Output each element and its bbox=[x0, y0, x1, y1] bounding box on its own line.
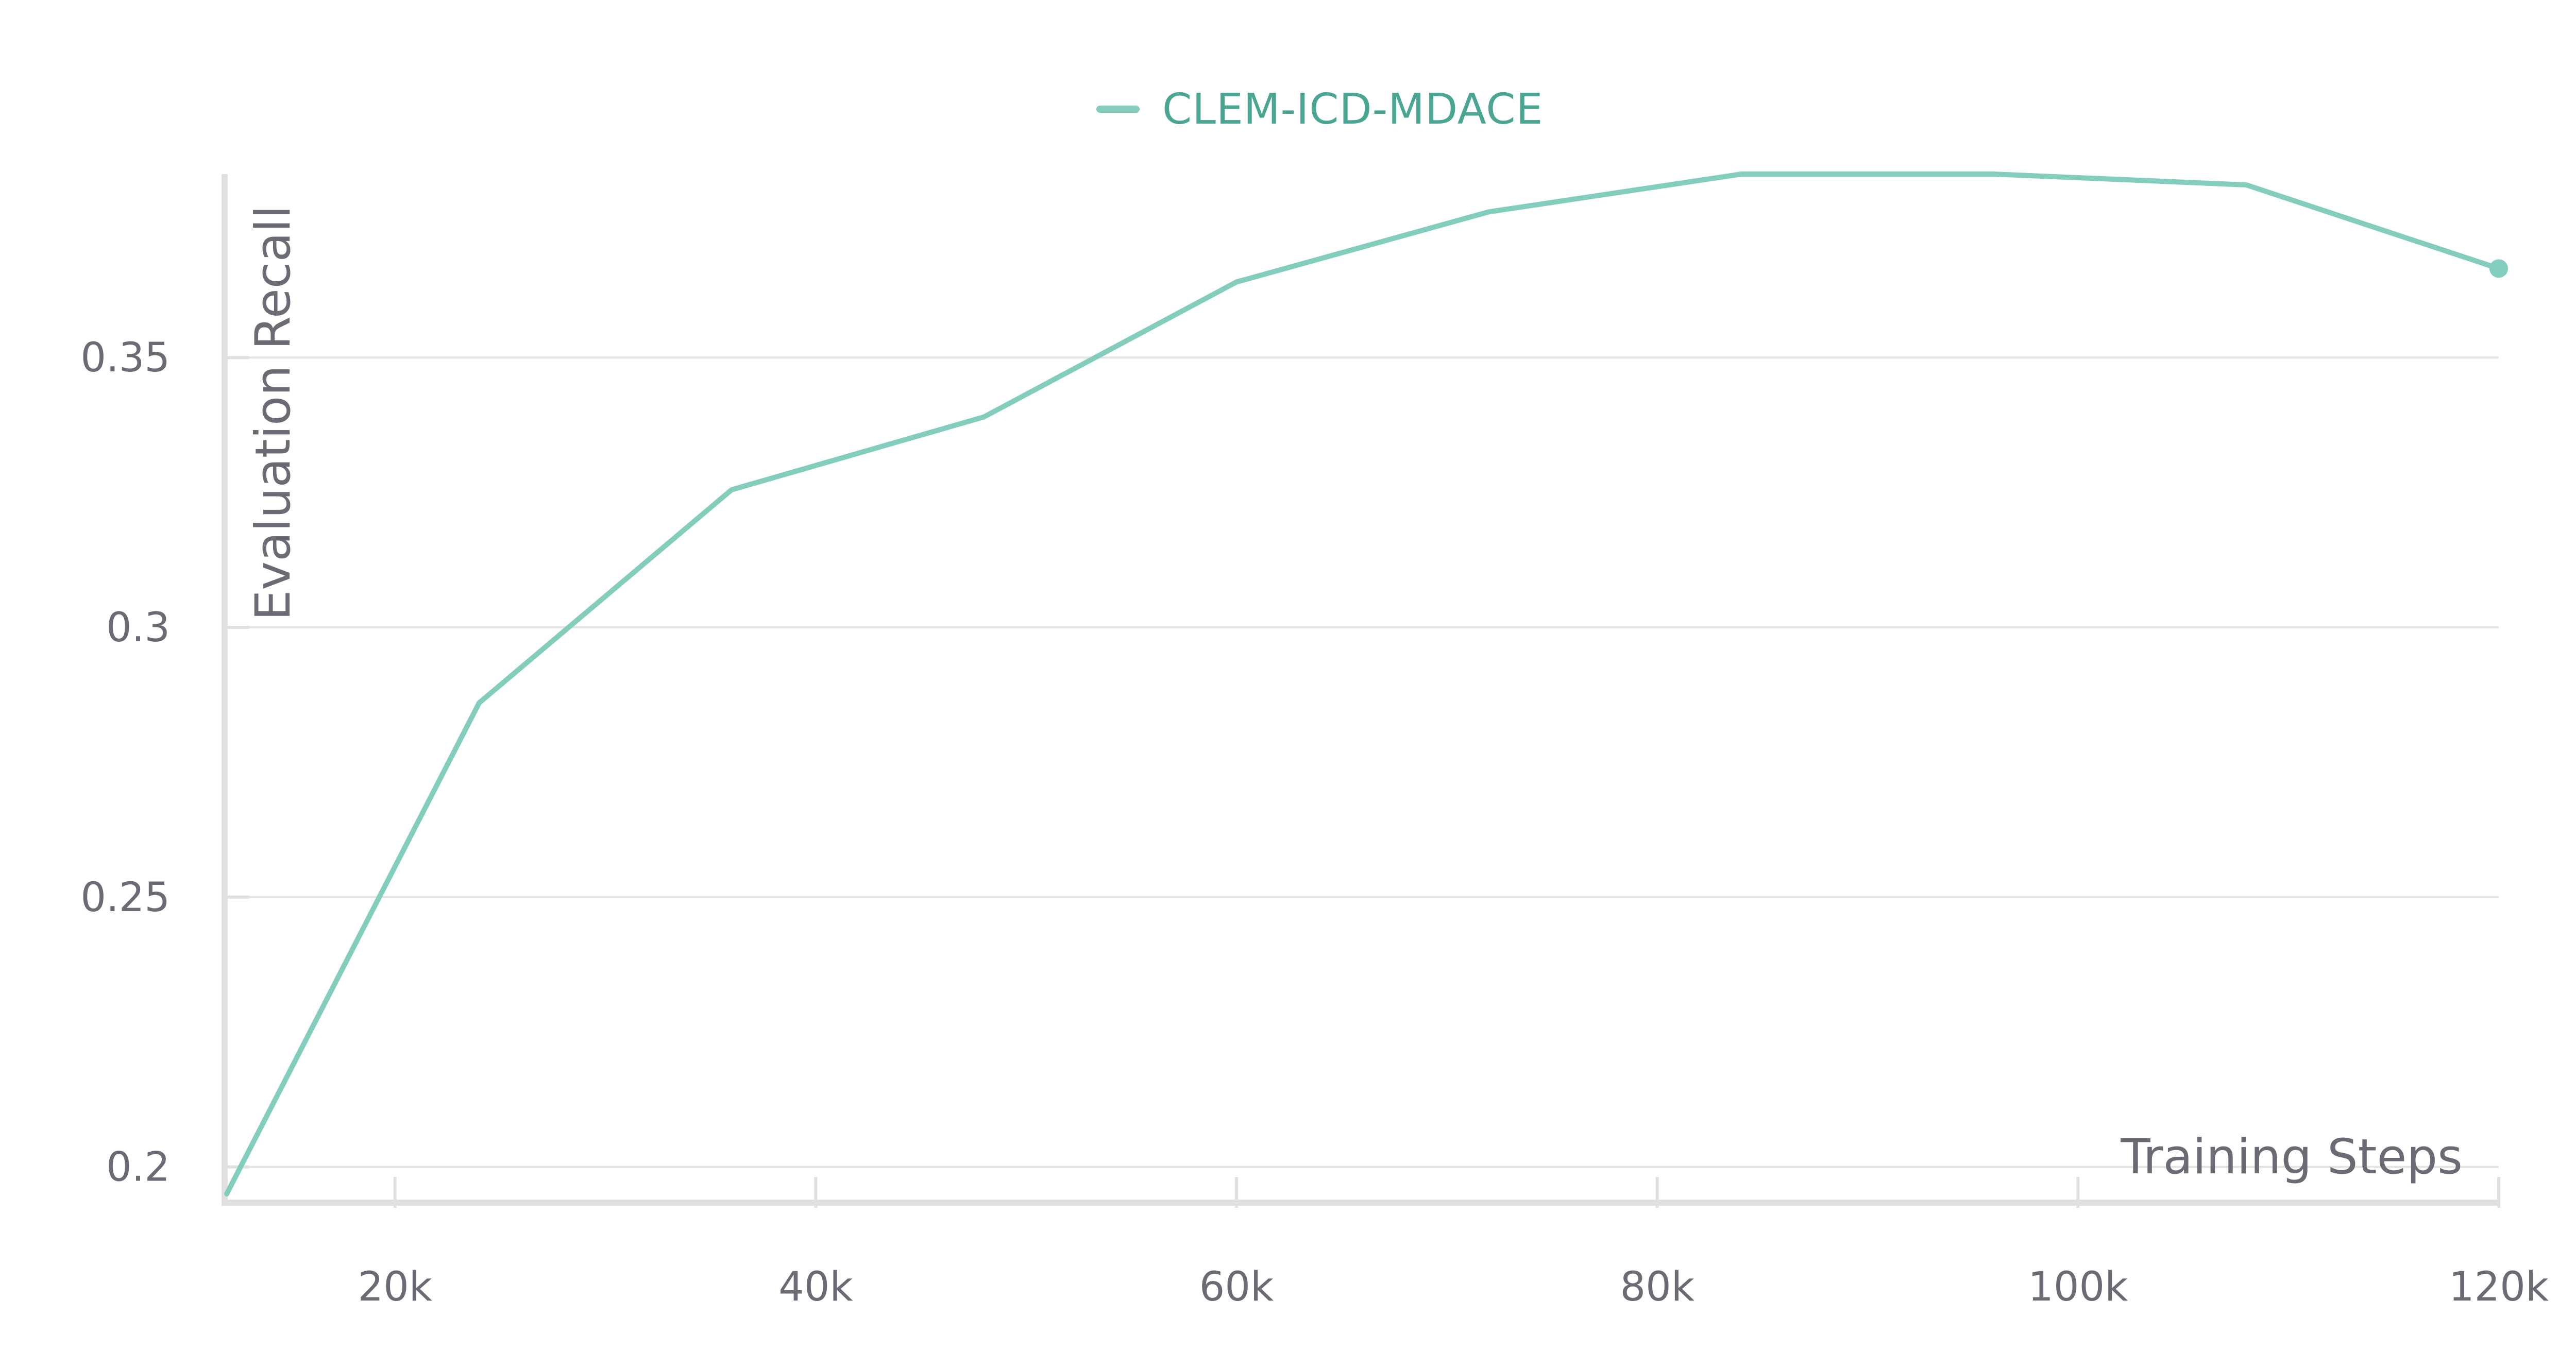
legend-label-clem-icd-mdace: CLEM-ICD-MDACE bbox=[1162, 85, 1543, 134]
y-tick-label: 0.35 bbox=[80, 335, 170, 381]
x-tick-label: 100k bbox=[2028, 1264, 2128, 1310]
axes bbox=[222, 174, 2500, 1208]
data-point bbox=[2489, 259, 2508, 278]
legend: CLEM-ICD-MDACE bbox=[1096, 85, 1543, 134]
y-tick-labels: 0.2 0.25 0.3 0.35 bbox=[80, 335, 170, 1190]
data-point bbox=[2246, 184, 2247, 185]
x-tick-labels: 20k 40k 60k 80k 100k 120k bbox=[358, 1264, 2549, 1310]
data-point bbox=[1741, 174, 1742, 175]
y-axis-title: Evaluation Recall bbox=[245, 206, 301, 621]
y-tick-label: 0.25 bbox=[80, 875, 170, 921]
y-tick-label: 0.2 bbox=[106, 1144, 170, 1191]
x-tick-label: 20k bbox=[358, 1264, 432, 1310]
x-tick-label: 80k bbox=[1620, 1264, 1694, 1310]
y-tick-label: 0.3 bbox=[106, 605, 170, 651]
x-tick-label: 60k bbox=[1199, 1264, 1274, 1310]
series-line-clem-icd-mdace bbox=[224, 172, 2501, 1196]
x-tick-label: 120k bbox=[2449, 1264, 2549, 1310]
x-tick-label: 40k bbox=[778, 1264, 853, 1310]
x-axis-title: Training Steps bbox=[2120, 1129, 2463, 1185]
series-layer bbox=[224, 172, 2508, 1196]
gridlines bbox=[225, 356, 2499, 1168]
